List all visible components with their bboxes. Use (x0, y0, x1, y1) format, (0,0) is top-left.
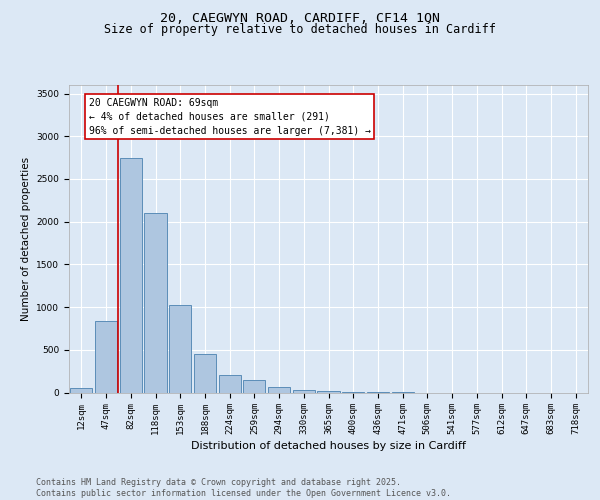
Bar (268, 387, 290, 392)
Bar (119, 158, 142, 392)
Text: Contains HM Land Registry data © Crown copyright and database right 2025.
Contai: Contains HM Land Registry data © Crown c… (36, 478, 451, 498)
Text: 20, CAEGWYN ROAD, CARDIFF, CF14 1QN: 20, CAEGWYN ROAD, CARDIFF, CF14 1QN (160, 12, 440, 26)
Bar (293, 390, 315, 392)
Bar (95, 321, 117, 392)
Text: Size of property relative to detached houses in Cardiff: Size of property relative to detached ho… (104, 24, 496, 36)
X-axis label: Distribution of detached houses by size in Cardiff: Distribution of detached houses by size … (191, 442, 466, 452)
Bar (317, 391, 340, 392)
Text: 20 CAEGWYN ROAD: 69sqm
← 4% of detached houses are smaller (291)
96% of semi-det: 20 CAEGWYN ROAD: 69sqm ← 4% of detached … (89, 98, 371, 136)
Bar (194, 354, 216, 393)
Bar (218, 375, 241, 392)
Bar (145, 213, 167, 392)
Y-axis label: Number of detached properties: Number of detached properties (21, 156, 31, 321)
Bar (169, 304, 191, 392)
Bar (70, 388, 92, 392)
Bar (243, 380, 265, 392)
